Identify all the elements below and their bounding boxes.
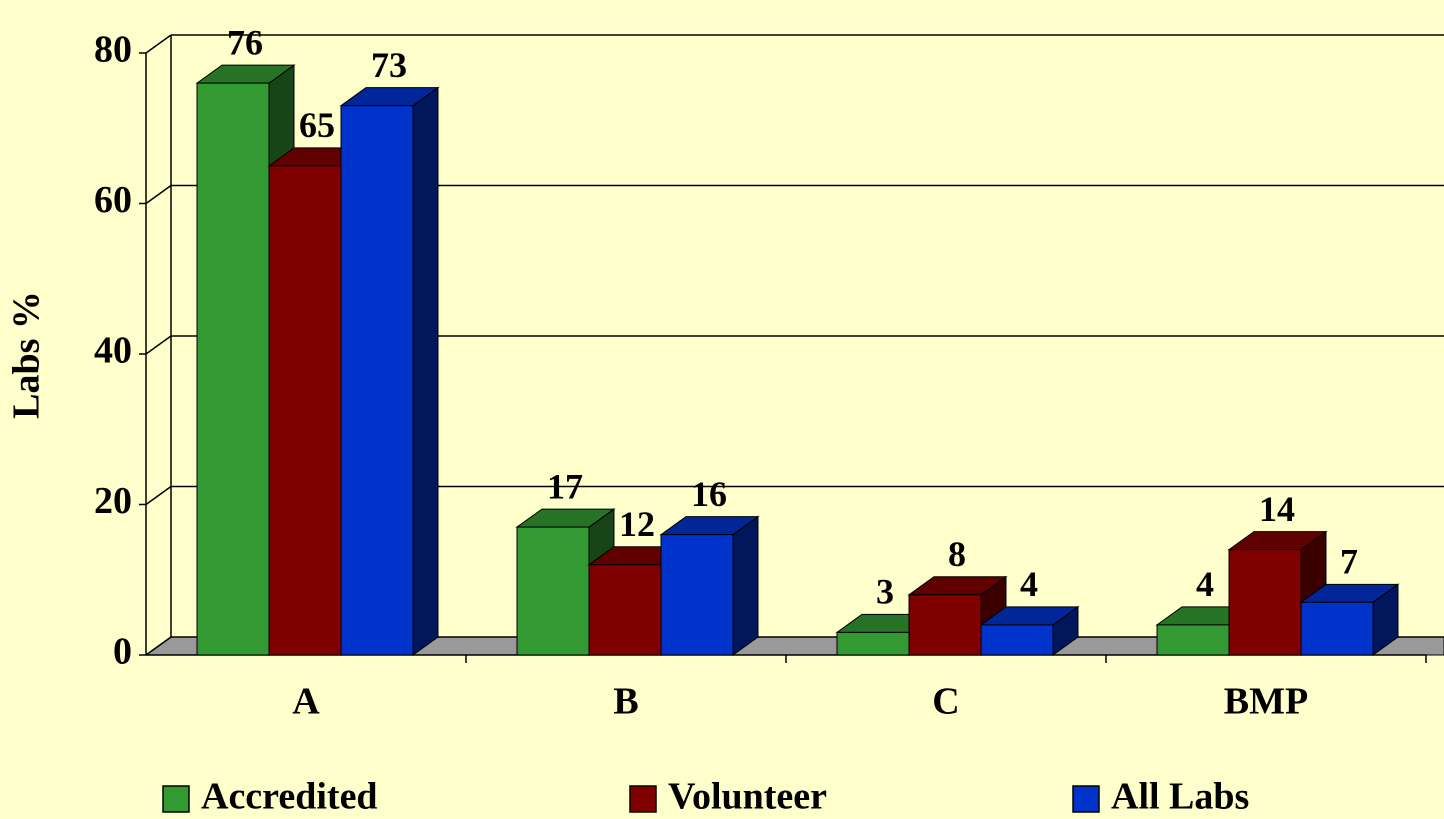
- data-label: 14: [1259, 489, 1295, 529]
- y-tick-label: 20: [94, 480, 132, 522]
- data-label: 12: [619, 504, 655, 544]
- x-tick-label: B: [613, 681, 638, 723]
- tick-diagonal: [145, 636, 172, 656]
- bar: [268, 165, 342, 656]
- bar: [588, 564, 662, 656]
- bar: [836, 631, 910, 656]
- data-label: 4: [1196, 564, 1214, 604]
- legend-label: Volunteer: [668, 776, 827, 818]
- bar: [516, 526, 590, 656]
- tick-diagonal: [145, 335, 172, 355]
- x-tick-label: BMP: [1224, 681, 1308, 723]
- y-tick-label: 40: [94, 330, 132, 372]
- bar-side: [412, 86, 439, 656]
- x-tick-label: A: [292, 681, 320, 723]
- bar: [980, 624, 1054, 656]
- bar-side: [732, 515, 759, 656]
- data-label: 76: [227, 22, 263, 62]
- data-label: 73: [371, 45, 407, 85]
- data-label: 17: [547, 466, 583, 506]
- data-label: 8: [948, 534, 966, 574]
- data-label: 65: [299, 105, 335, 145]
- y-axis-label: Labs %: [6, 291, 48, 419]
- bar: [196, 82, 270, 656]
- data-label: 7: [1340, 542, 1358, 582]
- legend-label: All Labs: [1111, 776, 1249, 818]
- legend-swatch: [629, 785, 657, 813]
- legend-swatch: [162, 785, 190, 813]
- y-tick-label: 0: [113, 631, 132, 673]
- legend-label: Accredited: [201, 776, 378, 818]
- bar: [1228, 549, 1302, 656]
- bar: [1156, 624, 1230, 656]
- legend-swatch: [1072, 785, 1100, 813]
- tick-diagonal: [145, 184, 172, 205]
- data-label: 4: [1020, 564, 1038, 604]
- data-label: 3: [876, 572, 894, 612]
- tick-diagonal: [145, 485, 172, 506]
- y-tick-label: 80: [94, 29, 132, 71]
- bar: [908, 594, 982, 656]
- data-label: 16: [691, 474, 727, 514]
- y-tick-label: 60: [94, 179, 132, 221]
- bar: [340, 105, 414, 656]
- bar: [1300, 601, 1374, 656]
- tick-diagonal: [145, 34, 172, 54]
- bar: [660, 534, 734, 656]
- x-tick-label: C: [932, 681, 959, 723]
